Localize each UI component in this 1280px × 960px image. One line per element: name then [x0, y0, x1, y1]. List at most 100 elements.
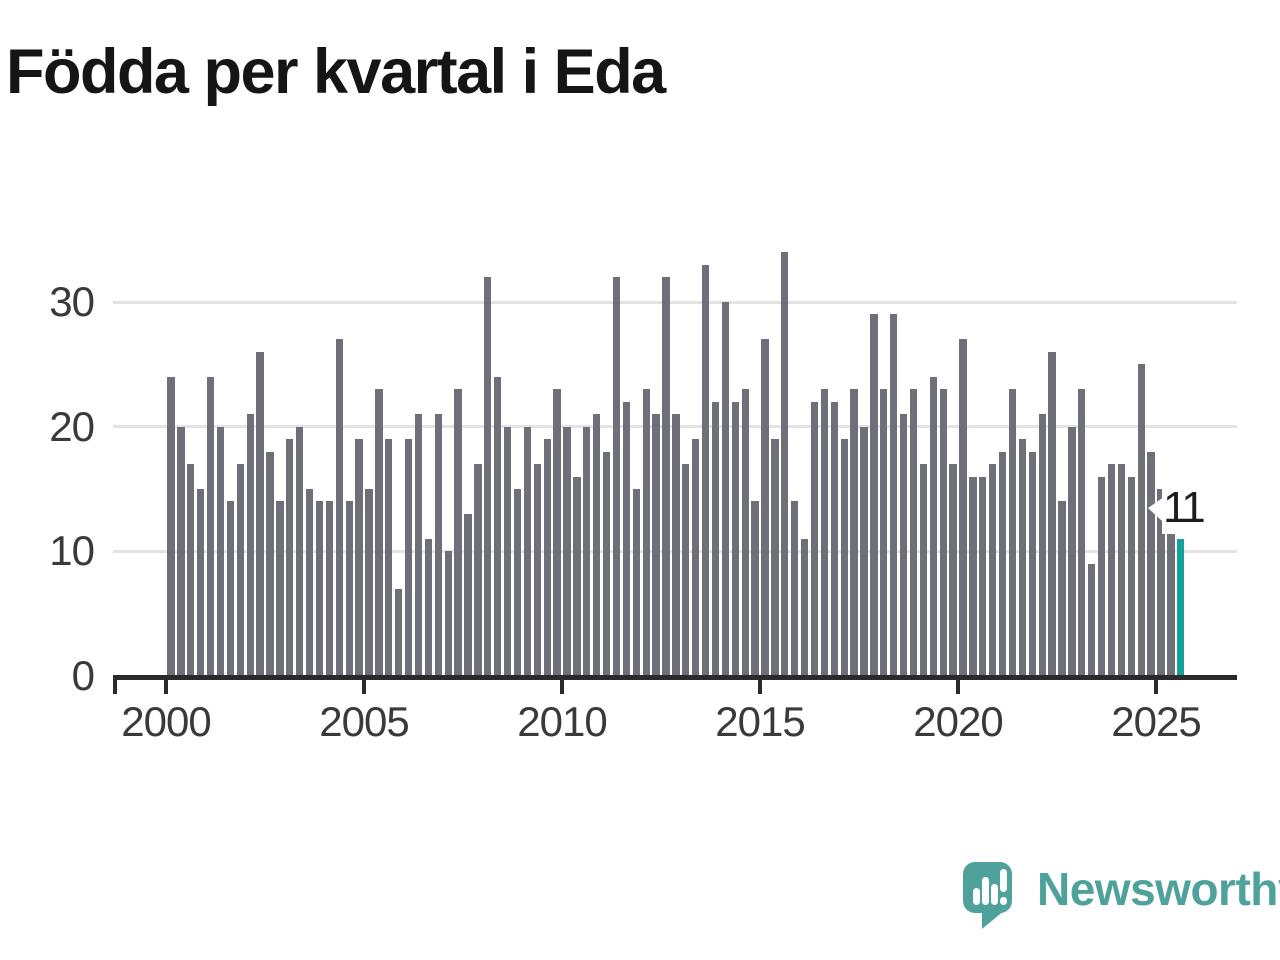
bar-2002-q2: [256, 351, 264, 676]
gridline-30: [113, 300, 1237, 304]
bar-2000-q1: [167, 376, 175, 676]
bar-2022-q1: [1038, 414, 1046, 676]
bar-2021-q3: [1018, 439, 1027, 676]
bar-2009-q1: [523, 426, 532, 676]
bar-2017-q1: [840, 439, 848, 676]
bar-2006-q4: [434, 414, 442, 676]
x-tick-2010: [560, 675, 564, 694]
bar-2004-q1: [325, 501, 334, 676]
bar-2016-q4: [830, 401, 838, 676]
bar-2013-q1: [682, 464, 690, 676]
x-tick-2025: [1154, 675, 1158, 694]
bar-2024-q2: [1127, 476, 1135, 676]
x-axis-label-2000: 2000: [121, 698, 211, 745]
bar-2006-q3: [424, 538, 433, 676]
bar-2020-q3: [979, 476, 987, 676]
logo-exclamation-icon: [1000, 869, 1007, 892]
bar-2024-q1: [1117, 464, 1126, 676]
bar-2018-q3: [899, 414, 908, 676]
bar-2017-q2: [850, 389, 858, 676]
bar-2010-q3: [583, 426, 591, 676]
bar-2019-q4: [949, 464, 957, 676]
bar-2013-q4: [711, 401, 720, 676]
bar-2007-q2: [454, 389, 462, 676]
bar-2020-q2: [969, 476, 977, 676]
bar-2003-q2: [296, 426, 304, 676]
bar-2023-q4: [1107, 464, 1116, 676]
x-tick-2015: [758, 675, 762, 694]
bar-2000-q3: [187, 464, 195, 676]
bar-2006-q2: [414, 414, 423, 676]
bar-2022-q3: [1058, 501, 1066, 676]
bar-2019-q1: [919, 464, 928, 676]
bar-2019-q2: [929, 376, 937, 676]
bar-2009-q3: [543, 439, 551, 676]
bar-2018-q4: [909, 389, 918, 676]
bar-2013-q3: [701, 264, 710, 676]
bar-2017-q3: [860, 426, 868, 676]
bar-2014-q1: [721, 302, 730, 676]
bar-2023-q2: [1088, 563, 1096, 676]
bar-2003-q1: [286, 439, 294, 676]
bar-2015-q3: [781, 252, 789, 676]
y-axis-label-30: 30: [49, 278, 95, 326]
bar-2016-q1: [800, 538, 809, 676]
bar-2011-q1: [602, 451, 611, 676]
bar-2023-q1: [1078, 389, 1086, 676]
bar-2004-q3: [345, 501, 353, 676]
bar-2014-q4: [751, 501, 759, 676]
bar-2008-q1: [484, 277, 492, 676]
bar-2021-q1: [998, 451, 1007, 676]
bar-2021-q4: [1028, 451, 1036, 676]
bar-2011-q3: [622, 401, 631, 676]
bar-2012-q1: [642, 389, 650, 676]
bar-2010-q1: [563, 426, 571, 676]
bar-2022-q4: [1068, 426, 1076, 676]
bar-2018-q2: [890, 314, 898, 676]
bar-2020-q1: [959, 339, 967, 676]
bar-2002-q4: [276, 501, 284, 676]
bar-2025-q1: [1157, 489, 1165, 676]
x-axis-label-2015: 2015: [715, 698, 805, 745]
annotation-value-label: 11: [1163, 483, 1206, 532]
bar-2004-q4: [355, 439, 363, 676]
bar-2008-q4: [513, 489, 522, 676]
bar-2014-q3: [741, 389, 749, 676]
bar-2015-q2: [771, 439, 779, 676]
bar-2024-q4: [1147, 451, 1155, 676]
bar-2005-q2: [375, 389, 383, 676]
bar-2011-q4: [632, 489, 640, 676]
bar-2007-q3: [464, 513, 472, 676]
bar-2002-q3: [266, 451, 274, 676]
bar-2003-q4: [315, 501, 324, 676]
bar-2015-q1: [761, 339, 769, 676]
bar-2025-q2: [1167, 526, 1175, 676]
bar-2008-q3: [503, 426, 512, 676]
bar-2016-q2: [810, 401, 819, 676]
logo-wordmark: Newsworthy: [1037, 863, 1280, 915]
bar-2001-q2: [216, 426, 225, 676]
newsworthy-logo: Newsworthy: [960, 856, 1280, 936]
bar-2024-q3: [1137, 364, 1145, 676]
x-axis-label-2020: 2020: [913, 698, 1003, 745]
bar-2007-q4: [474, 464, 482, 676]
bar-2009-q4: [553, 389, 561, 676]
bar-2020-q4: [989, 464, 997, 676]
bar-2001-q3: [226, 501, 235, 676]
bar-2013-q2: [692, 439, 700, 676]
logo-bubble-tail: [982, 910, 1005, 929]
logo-bubble-icon: [963, 862, 1012, 913]
bar-2023-q3: [1097, 476, 1106, 676]
bar-2016-q3: [820, 389, 829, 676]
logo-exclamation-dot-icon: [1000, 897, 1007, 905]
logo-chart-bar-icon: [973, 888, 980, 905]
x-tick-2020: [956, 675, 960, 694]
chart-title: Födda per kvartal i Eda: [6, 37, 666, 107]
bar-2011-q2: [612, 277, 621, 676]
bar-2009-q2: [533, 464, 541, 676]
logo-chart-bar-icon: [991, 884, 998, 905]
bar-2000-q4: [197, 489, 205, 676]
x-tick-2000: [164, 675, 168, 694]
x-axis-label-2005: 2005: [319, 698, 409, 745]
